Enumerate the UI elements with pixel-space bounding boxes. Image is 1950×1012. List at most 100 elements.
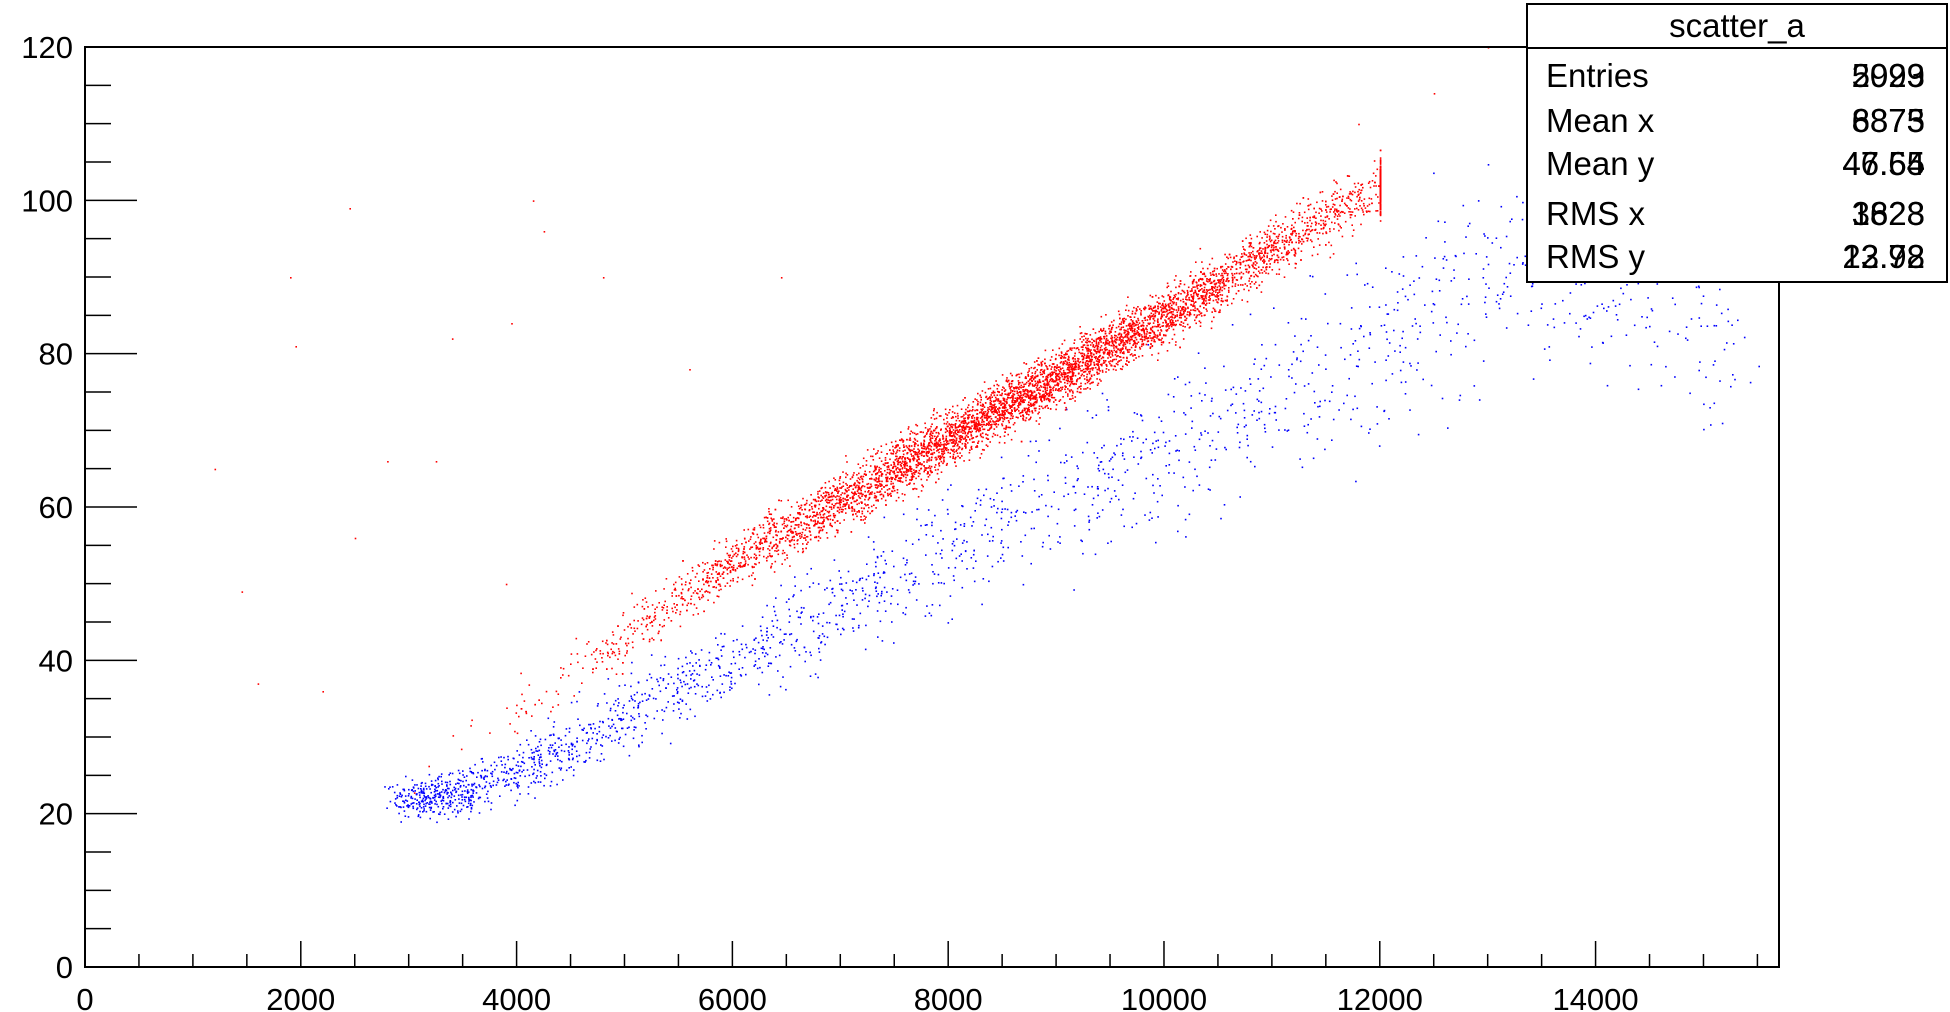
point-series-a: [987, 406, 989, 409]
point-series-a: [859, 497, 862, 500]
point-series-a: [962, 424, 965, 427]
point-series-b: [633, 726, 636, 728]
point-series-b: [985, 488, 988, 491]
point-series-b: [1140, 456, 1143, 459]
point-series-b: [405, 775, 407, 778]
point-series-a: [617, 648, 620, 650]
point-series-b: [754, 660, 757, 663]
point-series-b: [935, 552, 937, 555]
point-series-b: [1109, 501, 1111, 503]
point-series-b: [540, 766, 543, 769]
point-series-a: [1351, 224, 1353, 226]
point-series-b: [1300, 317, 1303, 320]
point-series-a: [952, 442, 954, 444]
point-series-b: [436, 821, 438, 824]
point-series-a: [1228, 291, 1230, 293]
point-series-b: [444, 789, 447, 791]
point-series-a: [999, 394, 1001, 396]
point-series-a: [1084, 382, 1087, 385]
point-series-a: [1282, 259, 1285, 261]
point-series-a: [913, 475, 915, 478]
point-series-b: [1258, 400, 1260, 402]
point-series-b: [1194, 449, 1197, 451]
point-series-a: [744, 560, 747, 562]
point-series-b: [1246, 434, 1249, 437]
point-series-a: [962, 422, 965, 424]
point-series-b: [1000, 517, 1003, 520]
point-series-a: [1045, 365, 1047, 367]
point-series-a: [884, 499, 887, 502]
point-series-b: [941, 549, 943, 552]
point-series-b: [650, 676, 653, 679]
point-series-b: [652, 697, 655, 700]
point-series-b: [419, 802, 421, 805]
point-series-b: [930, 614, 933, 617]
point-series-b: [864, 648, 867, 651]
point-series-b: [1273, 307, 1275, 309]
point-series-b: [537, 754, 540, 756]
point-series-a: [1171, 316, 1174, 319]
point-series-b: [781, 643, 784, 645]
point-series-b: [531, 758, 533, 760]
point-series-b: [412, 790, 415, 793]
point-series-a: [1201, 288, 1203, 290]
point-series-b: [776, 626, 778, 629]
point-series-a: [1083, 335, 1085, 337]
point-series-b: [1641, 316, 1643, 318]
point-series-b: [433, 799, 436, 801]
point-series-b: [462, 770, 464, 772]
point-series-b: [414, 784, 416, 786]
point-series-b: [838, 614, 841, 617]
point-series-b: [1402, 330, 1404, 333]
point-series-a: [1029, 399, 1032, 401]
point-series-a: [971, 425, 973, 427]
point-series-b: [570, 743, 573, 746]
point-series-a: [1224, 270, 1227, 273]
point-series-b: [616, 714, 619, 717]
point-series-a: [787, 499, 789, 502]
point-series-a: [1165, 322, 1168, 324]
point-series-b: [778, 654, 781, 657]
point-series-b: [1435, 278, 1438, 280]
point-series-b: [692, 665, 694, 667]
point-series-a: [1083, 388, 1085, 390]
point-series-a: [1165, 310, 1168, 313]
point-series-a: [1203, 286, 1206, 289]
point-series-b: [1690, 318, 1693, 320]
point-series-a: [1068, 361, 1071, 364]
point-series-b: [681, 685, 683, 688]
point-series-b: [464, 790, 466, 792]
point-series-b: [1677, 333, 1679, 335]
point-series-b: [873, 574, 875, 577]
point-series-a: [1067, 366, 1069, 369]
point-series-a: [924, 435, 927, 437]
point-series-b: [865, 624, 867, 627]
point-series-a: [1090, 375, 1093, 378]
point-series-a: [1205, 308, 1208, 310]
point-series-b: [951, 618, 953, 620]
point-series-a: [1278, 273, 1280, 275]
point-series-b: [630, 719, 633, 722]
point-series-a: [1201, 273, 1204, 275]
point-series-b: [576, 737, 578, 739]
point-series-a: [876, 452, 879, 454]
point-series-a: [581, 682, 583, 684]
point-series-b: [1357, 350, 1359, 352]
point-series-b: [1374, 361, 1376, 363]
point-series-a: [1103, 352, 1105, 355]
point-series-b: [1260, 401, 1263, 404]
point-series-b: [1099, 461, 1102, 463]
point-series-a: [1259, 231, 1261, 233]
point-series-b: [826, 621, 828, 624]
point-series-a: [821, 499, 823, 501]
point-series-b: [1188, 381, 1191, 384]
point-series-a: [1202, 291, 1204, 293]
point-series-b: [983, 494, 985, 497]
point-series-b: [1262, 387, 1265, 390]
point-series-a: [767, 548, 769, 550]
point-series-b: [681, 699, 684, 702]
point-series-b: [416, 808, 418, 811]
point-series-b: [494, 768, 496, 771]
point-series-b: [925, 534, 928, 536]
point-series-a: [1095, 360, 1098, 362]
